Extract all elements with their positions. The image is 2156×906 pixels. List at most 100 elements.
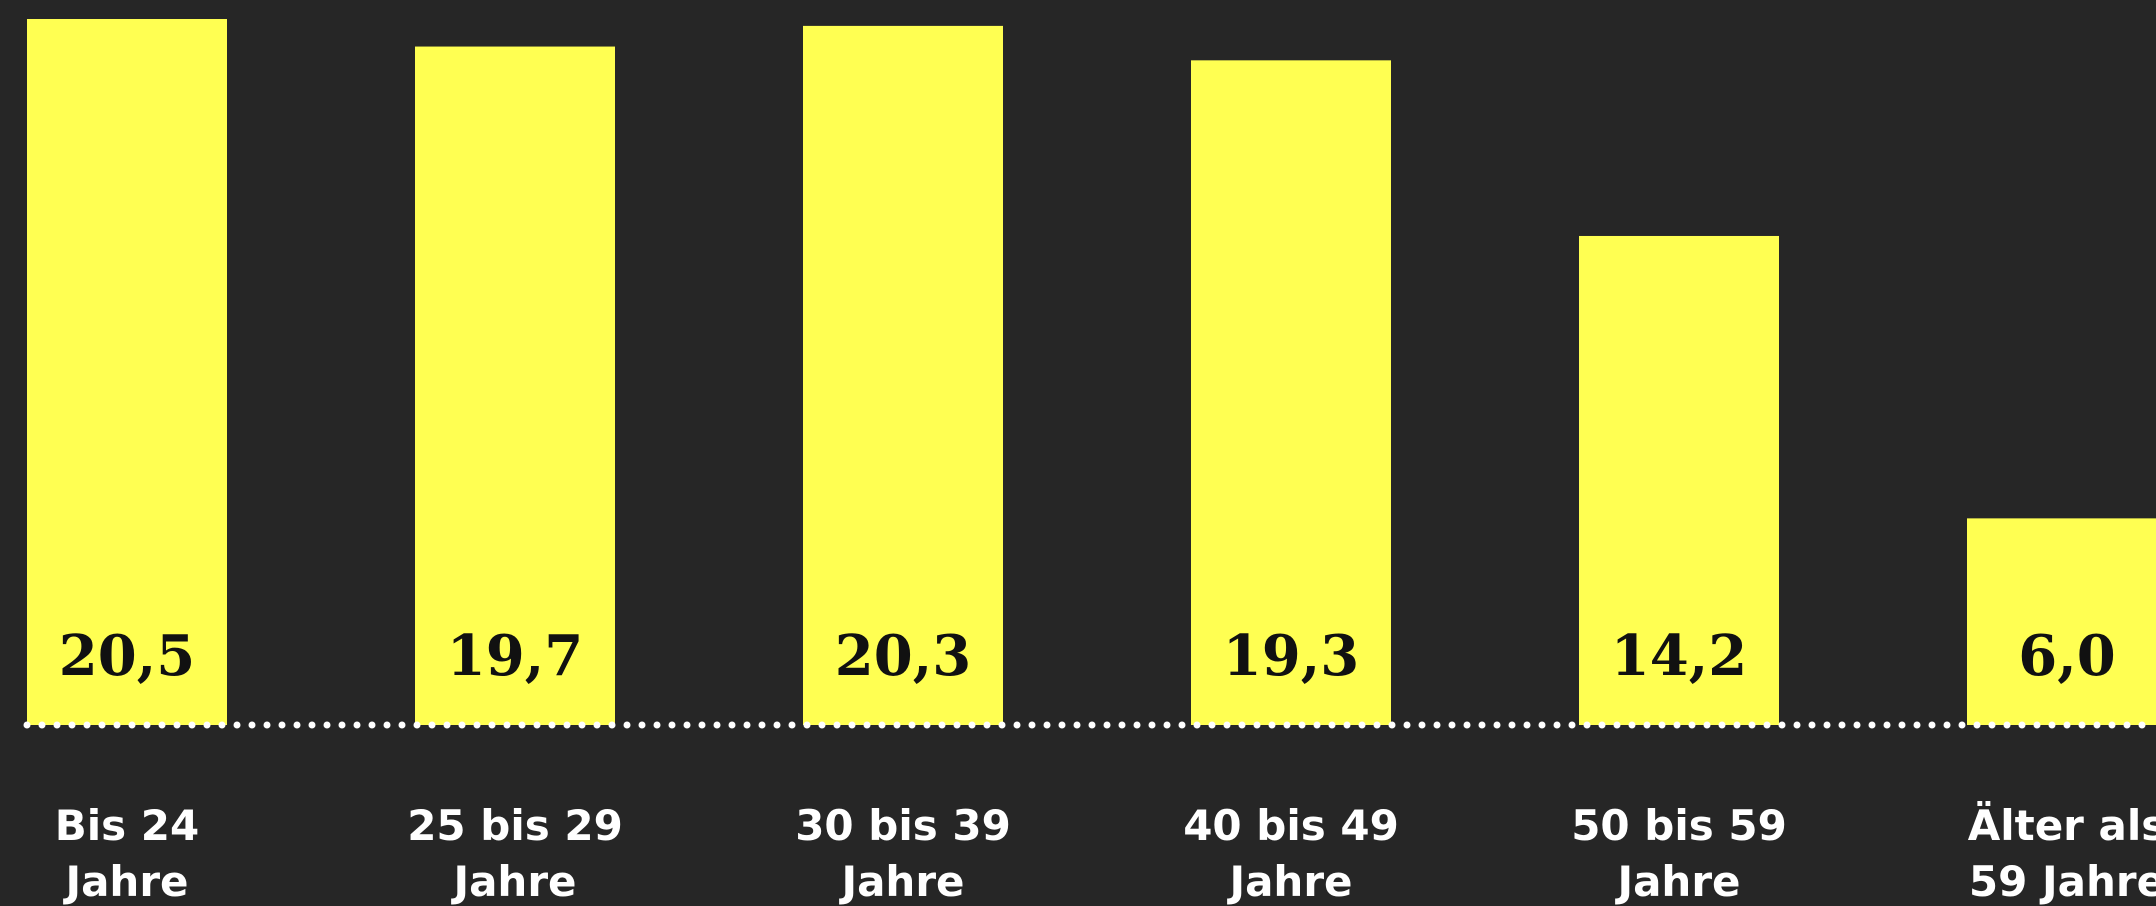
- baseline-dot: [848, 721, 856, 729]
- baseline-dot: [1733, 721, 1741, 729]
- baseline-dot: [68, 721, 76, 729]
- baseline-dot: [1508, 721, 1516, 729]
- baseline-dot: [563, 721, 571, 729]
- baseline-dot: [1928, 721, 1936, 729]
- baseline-dot: [158, 721, 166, 729]
- baseline-dot: [1013, 721, 1021, 729]
- baseline-dot: [1328, 721, 1336, 729]
- baseline-dot: [1913, 721, 1921, 729]
- bar-2: [415, 46, 615, 726]
- baseline-dot: [1058, 721, 1066, 729]
- baseline-dot: [2123, 721, 2131, 729]
- baseline-dot: [668, 721, 676, 729]
- baseline-dot: [143, 721, 151, 729]
- baseline-dot: [578, 721, 586, 729]
- baseline-dot: [728, 721, 736, 729]
- baseline-dot: [1943, 721, 1951, 729]
- baseline-dot: [758, 721, 766, 729]
- category-label-1-line-1: Bis 24: [55, 801, 199, 850]
- baseline-dot: [683, 721, 691, 729]
- bar-5: [1579, 235, 1779, 725]
- bar-1: [27, 19, 227, 725]
- baseline-dot: [1643, 721, 1651, 729]
- value-label-6: 6,0: [2018, 623, 2115, 689]
- baseline-dot: [98, 721, 106, 729]
- baseline-dot: [1853, 721, 1861, 729]
- baseline-dot: [218, 721, 226, 729]
- baseline-dot: [1298, 721, 1306, 729]
- baseline-dot: [1463, 721, 1471, 729]
- baseline-dot: [2048, 721, 2056, 729]
- baseline-dot: [1388, 721, 1396, 729]
- baseline-dot: [1808, 721, 1816, 729]
- baseline-dot: [938, 721, 946, 729]
- baseline-dot: [1973, 721, 1981, 729]
- baseline-dot: [1193, 721, 1201, 729]
- category-label-6-line-2: 59 Jahre: [1969, 857, 2156, 906]
- baseline-dot: [188, 721, 196, 729]
- baseline-dot: [698, 721, 706, 729]
- baseline-dot: [1778, 721, 1786, 729]
- baseline-dot: [128, 721, 136, 729]
- baseline-dot: [2003, 721, 2011, 729]
- baseline-dot: [1478, 721, 1486, 729]
- baseline-dot: [1688, 721, 1696, 729]
- baseline-dot: [968, 721, 976, 729]
- baseline-dot: [863, 721, 871, 729]
- baseline-dot: [2138, 721, 2146, 729]
- baseline-dot: [788, 721, 796, 729]
- baseline-dot: [1043, 721, 1051, 729]
- value-labels-group: 20,5 19,7 20,3 19,3 14,2 6,0: [59, 623, 2116, 689]
- value-label-3: 20,3: [835, 623, 971, 689]
- baseline-dot: [1148, 721, 1156, 729]
- baseline-dot: [1598, 721, 1606, 729]
- baseline-dot: [1253, 721, 1261, 729]
- baseline-dot: [2033, 721, 2041, 729]
- baseline-dot: [353, 721, 361, 729]
- baseline-dot: [1793, 721, 1801, 729]
- baseline-dot: [1523, 721, 1531, 729]
- baseline-dot: [1988, 721, 1996, 729]
- baseline-dot: [1628, 721, 1636, 729]
- baseline-dot: [428, 721, 436, 729]
- baseline-dot: [2018, 721, 2026, 729]
- baseline-dot: [893, 721, 901, 729]
- baseline-dot: [1958, 721, 1966, 729]
- baseline-dot: [1838, 721, 1846, 729]
- bar-4: [1191, 60, 1391, 725]
- baseline-dot: [308, 721, 316, 729]
- baseline-dot: [1703, 721, 1711, 729]
- baseline-dot: [488, 721, 496, 729]
- baseline-dot: [2078, 721, 2086, 729]
- baseline-dot: [743, 721, 751, 729]
- baseline-dot: [368, 721, 376, 729]
- baseline-dot: [233, 721, 241, 729]
- baseline-dot: [293, 721, 301, 729]
- baseline-dot: [1763, 721, 1771, 729]
- baseline-dot: [1313, 721, 1321, 729]
- baseline-dot: [1613, 721, 1621, 729]
- baseline-dot: [773, 721, 781, 729]
- baseline-dot: [548, 721, 556, 729]
- bar-3: [803, 25, 1003, 725]
- baseline-dot: [23, 721, 31, 729]
- baseline-dot: [1418, 721, 1426, 729]
- category-label-5-line-1: 50 bis 59: [1571, 801, 1787, 850]
- baseline-dot: [878, 721, 886, 729]
- category-label-4-line-2: Jahre: [1226, 857, 1352, 906]
- baseline-dot: [1133, 721, 1141, 729]
- baseline-dot: [203, 721, 211, 729]
- baseline-dot: [518, 721, 526, 729]
- baseline-dot: [1208, 721, 1216, 729]
- baseline-dot: [1088, 721, 1096, 729]
- baseline-dot: [53, 721, 61, 729]
- baseline-dot: [1583, 721, 1591, 729]
- baseline-dot: [1493, 721, 1501, 729]
- baseline-dot: [923, 721, 931, 729]
- category-label-5-line-2: Jahre: [1614, 857, 1740, 906]
- baseline-dot: [608, 721, 616, 729]
- baseline-dot: [1658, 721, 1666, 729]
- category-label-2-line-1: 25 bis 29: [407, 801, 623, 850]
- baseline-dot: [1433, 721, 1441, 729]
